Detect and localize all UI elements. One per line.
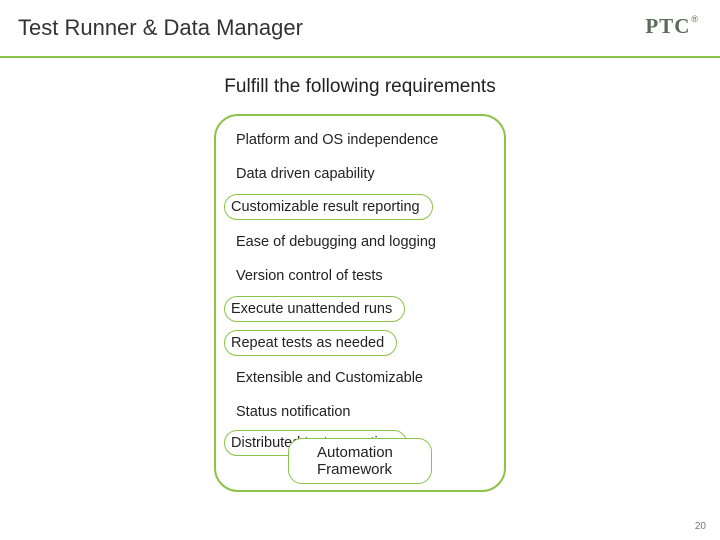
logo: PTC ® [645, 14, 698, 39]
slide-title: Test Runner & Data Manager [18, 15, 303, 41]
requirement-item: Status notification [230, 400, 362, 424]
requirement-item: Customizable result reporting [224, 194, 433, 220]
logo-registered-icon: ® [691, 14, 698, 24]
requirement-item: Version control of tests [230, 264, 395, 288]
slide-header: Test Runner & Data Manager PTC ® [0, 0, 720, 58]
requirement-item: Platform and OS independence [230, 128, 450, 152]
requirements-box: Platform and OS independence Data driven … [214, 114, 506, 492]
requirement-item: Data driven capability [230, 162, 387, 186]
page-number: 20 [695, 521, 706, 532]
logo-text: PTC [645, 14, 690, 39]
slide: Test Runner & Data Manager PTC ® Fulfill… [0, 0, 720, 540]
requirement-item: Repeat tests as needed [224, 330, 397, 356]
requirement-item: Extensible and Customizable [230, 366, 435, 390]
requirement-item: Ease of debugging and logging [230, 230, 448, 254]
requirement-item: Execute unattended runs [224, 296, 405, 322]
framework-label: Automation Framework [288, 438, 432, 484]
subtitle: Fulfill the following requirements [0, 76, 720, 98]
